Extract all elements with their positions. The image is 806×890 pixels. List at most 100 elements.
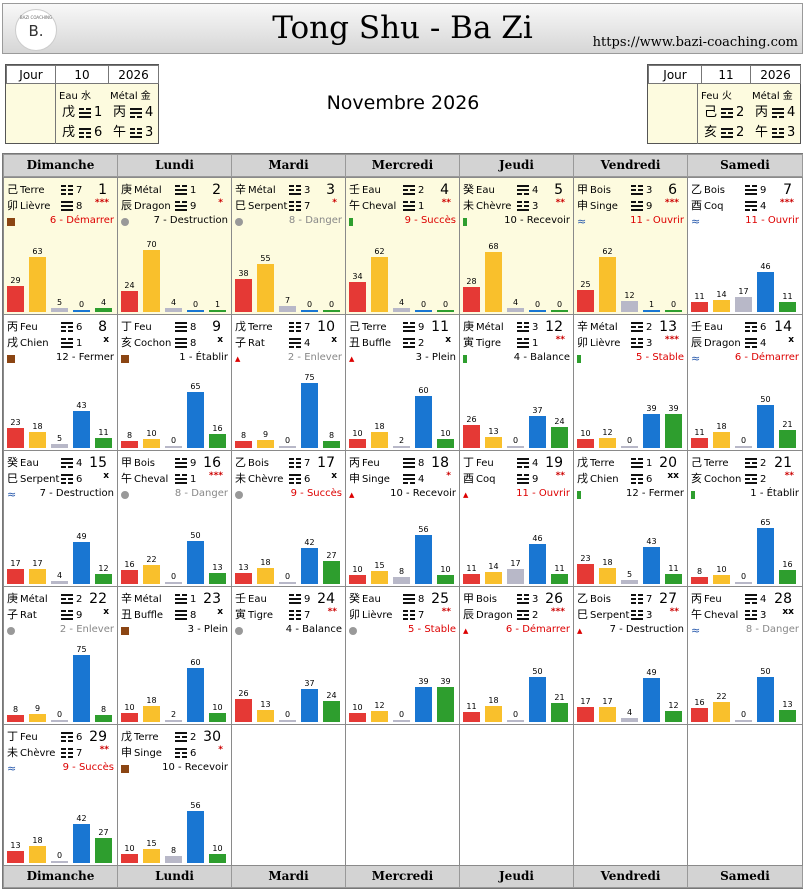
bar-value: 4 bbox=[56, 571, 63, 580]
day-cell[interactable]: 辛 Métal 巳 Serpent 3 7 3 * 8 - Danger 38 55 7 0 0 bbox=[231, 177, 346, 315]
day-cell[interactable]: 庚 Métal 寅 Tigre 3 1 12 ** 4 - Balance 26 13 0 37 24 bbox=[459, 314, 574, 451]
rating-marks: ** bbox=[441, 607, 451, 617]
day-cell[interactable]: 己 Terre 亥 Cochon 2 2 21 ** 1 - Établir 8 10 0 65 16 bbox=[687, 450, 803, 587]
bar-value: 10 bbox=[716, 565, 727, 574]
day-cell[interactable]: 丙 Feu 戌 Chien 6 1 8 x 12 - Fermer 23 18 5 43 11 bbox=[3, 314, 118, 451]
green-bar-icon bbox=[577, 491, 581, 499]
bar-value: 1 bbox=[214, 300, 221, 309]
day-cell[interactable]: 戊 Terre 戌 Chien 1 6 20 xx 12 - Fermer 23 18 5 43 11 bbox=[573, 450, 688, 587]
hexagram-number-2: 9 bbox=[76, 610, 83, 621]
element-bar bbox=[437, 687, 454, 722]
gray-circle-icon bbox=[7, 627, 15, 635]
element-bar bbox=[257, 710, 274, 722]
stem-element: Terre bbox=[590, 458, 615, 469]
day-cell[interactable]: 庚 Métal 子 Rat 2 9 22 x 2 - Enlever 8 9 0 75 8 bbox=[3, 586, 118, 725]
day-cell[interactable]: 己 Terre 卯 Lièvre 7 8 1 *** 6 - Démarrer 29 63 5 0 4 bbox=[3, 177, 118, 315]
stem-line: 丁 Feu bbox=[121, 321, 152, 333]
officer-label: 9 - Succès bbox=[404, 215, 456, 226]
bazi-logo[interactable]: BAZI COACHING B. bbox=[15, 9, 57, 51]
day-cell[interactable]: 癸 Eau 未 Chèvre 4 3 5 ** 10 - Recevoir 28 68 4 0 0 bbox=[459, 177, 574, 315]
day-cell[interactable]: 戊 Terre 子 Rat 7 4 10 x 2 - Enlever ▲ 8 9 0 75 8 bbox=[231, 314, 346, 451]
hexagram-icon bbox=[631, 474, 643, 484]
officer-label: 6 - Démarrer bbox=[505, 624, 570, 635]
branch-char: 子 bbox=[7, 608, 18, 621]
element-bar bbox=[643, 310, 660, 312]
branch-animal: Lièvre bbox=[590, 338, 621, 349]
bar-value: 27 bbox=[326, 551, 337, 560]
branch-animal: Coq bbox=[704, 201, 724, 212]
day-cell[interactable]: 乙 Bois 巳 Serpent 7 3 27 ** 7 - Destruction ▲ 17 17 4… bbox=[573, 586, 688, 725]
branch-line: 午 Cheval bbox=[691, 609, 738, 621]
day-cell[interactable]: 丁 Feu 亥 Cochon 8 8 9 x 1 - Établir 8 10 0 65 16 bbox=[117, 314, 232, 451]
day-cell[interactable]: 丁 Feu 酉 Coq 4 9 19 ** 11 - Ouvrir ▲ 11 14 17 46 11 bbox=[459, 450, 574, 587]
hexagram-number-2: 2 bbox=[418, 338, 425, 349]
day-cell[interactable]: 乙 Bois 酉 Coq 9 4 7 *** 11 - Ouvrir ≈11 14 17 46 11 bbox=[687, 177, 803, 315]
branch-animal: Buffle bbox=[134, 610, 164, 621]
branch-animal: Singe bbox=[590, 201, 618, 212]
element-bar bbox=[209, 573, 226, 584]
stem-line: 庚 Métal bbox=[121, 184, 162, 196]
day-cell[interactable]: 癸 Eau 巳 Serpent 4 6 15 x 7 - Destruction ≈17 17 4 49… bbox=[3, 450, 118, 587]
stem-line: 丁 Feu bbox=[7, 731, 38, 743]
officer-label: 6 - Démarrer bbox=[49, 215, 114, 226]
day-cell[interactable]: 辛 Métal 卯 Lièvre 2 3 13 *** 5 - Stable 10 12 0 39 39 bbox=[573, 314, 688, 451]
pillar-number: 3 bbox=[787, 125, 796, 140]
hexagram-icon bbox=[61, 338, 73, 348]
pillar-number: 4 bbox=[787, 105, 796, 120]
day-cell[interactable]: 甲 Bois 辰 Dragon 3 2 26 *** 6 - Démarrer ▲ 11 18 0 50 2… bbox=[459, 586, 574, 725]
branch-line: 亥 Cochon bbox=[121, 337, 171, 349]
element-bar bbox=[371, 257, 388, 312]
day-cell[interactable]: 乙 Bois 未 Chèvre 7 6 17 x 9 - Succès 13 18 0 42 27 bbox=[231, 450, 346, 587]
element-bar bbox=[187, 392, 204, 448]
branch-char: 酉 bbox=[463, 472, 474, 485]
day-cell[interactable]: 壬 Eau 午 Cheval 2 1 4 ** 9 - Succès 34 62 4 0 0 bbox=[345, 177, 460, 315]
day-cell[interactable]: 甲 Bois 申 Singe 3 9 6 *** 11 - Ouvrir ≈25 62 12 1 0 bbox=[573, 177, 688, 315]
stem-char: 丙 bbox=[7, 320, 18, 333]
bar-value: 13 bbox=[260, 700, 271, 709]
rating-marks: *** bbox=[208, 471, 223, 481]
hexagram-number-1: 3 bbox=[646, 185, 653, 196]
bar-value: 68 bbox=[488, 242, 499, 251]
hexagram-number-1: 1 bbox=[190, 594, 197, 605]
day-cell[interactable]: 甲 Bois 午 Cheval 9 1 16 *** 8 - Danger 16 22 0 50 13 bbox=[117, 450, 232, 587]
officer-label: 7 - Destruction bbox=[39, 488, 114, 499]
hexagram-number-2: 4 bbox=[760, 338, 767, 349]
day-cell[interactable]: 丙 Feu 申 Singe 8 4 18 * 10 - Recevoir ▲ 10 15 8 56 10 bbox=[345, 450, 460, 587]
day-cell[interactable]: 庚 Métal 辰 Dragon 1 9 2 * 7 - Destruction 24 70 4 0 1 bbox=[117, 177, 232, 315]
red-fire-icon: ▲ bbox=[463, 491, 469, 499]
stem-char: 乙 bbox=[577, 592, 588, 605]
rating-marks: ** bbox=[555, 335, 565, 345]
hexagram-number-1: 7 bbox=[304, 322, 311, 333]
hexagram-icon bbox=[403, 458, 415, 468]
day-cell[interactable]: 辛 Métal 丑 Buffle 1 8 23 x 3 - Plein 10 18 2 60 10 bbox=[117, 586, 232, 725]
bar-value: 11 bbox=[694, 292, 705, 301]
hexagram-number-1: 4 bbox=[76, 458, 83, 469]
hexagram-number-2: 4 bbox=[304, 338, 311, 349]
bar-value: 56 bbox=[418, 525, 429, 534]
hexagram-icon bbox=[79, 108, 91, 118]
element-bar bbox=[29, 432, 46, 448]
bar-value: 8 bbox=[126, 431, 133, 440]
day-cell[interactable]: 壬 Eau 寅 Tigre 9 7 24 ** 4 - Balance 26 13 0 37 24 bbox=[231, 586, 346, 725]
bar-value: 0 bbox=[170, 572, 177, 581]
branch-char: 寅 bbox=[235, 608, 246, 621]
info-day-number: 11 bbox=[701, 65, 751, 84]
hexagram-icon bbox=[745, 474, 757, 484]
empty-day-cell bbox=[231, 724, 346, 866]
bar-value: 15 bbox=[374, 561, 385, 570]
branch-char: 亥 bbox=[121, 336, 132, 349]
day-number: 5 bbox=[554, 182, 563, 198]
site-link[interactable]: https://www.bazi-coaching.com bbox=[592, 35, 798, 50]
element-bar bbox=[713, 575, 730, 584]
day-cell[interactable]: 丁 Feu 未 Chèvre 6 7 29 ** 9 - Succès ≈13 18 0 42 27 bbox=[3, 724, 118, 866]
day-cell[interactable]: 戊 Terre 申 Singe 2 6 30 * 10 - Recevoir 10 15 8 56 10 bbox=[117, 724, 232, 866]
branch-animal: Cochon bbox=[134, 338, 172, 349]
stem-element: Feu bbox=[20, 732, 38, 743]
hexagram-icon bbox=[61, 610, 73, 620]
day-cell[interactable]: 己 Terre 丑 Buffle 9 2 11 x 3 - Plein ▲ 10 18 2 60 10 bbox=[345, 314, 460, 451]
hexagram-icon bbox=[403, 322, 415, 332]
day-cell[interactable]: 癸 Eau 卯 Lièvre 8 7 25 ** 5 - Stable 10 12 0 39 39 bbox=[345, 586, 460, 725]
day-cell[interactable]: 丙 Feu 午 Cheval 4 3 28 xx 8 - Danger ≈16 22 0 50 13 bbox=[687, 586, 803, 725]
day-cell[interactable]: 壬 Eau 辰 Dragon 6 4 14 x 6 - Démarrer ≈11 18 0 50 21 bbox=[687, 314, 803, 451]
bar-value: 10 bbox=[146, 429, 157, 438]
